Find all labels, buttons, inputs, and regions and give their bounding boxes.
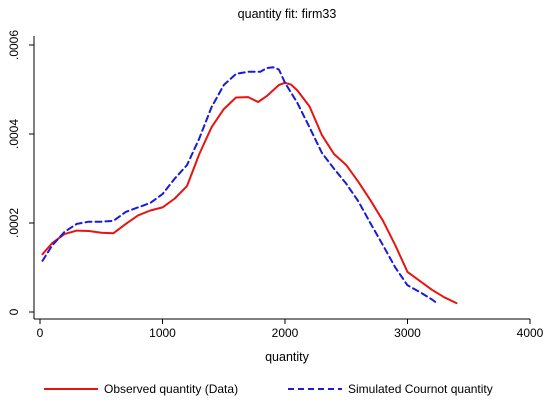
- x-tick-label: 1000: [149, 326, 176, 340]
- legend-label-2: Simulated Cournot quantity: [348, 382, 493, 396]
- x-tick-label: 0: [37, 326, 44, 340]
- y-tick-label: 0: [7, 308, 21, 315]
- y-tick-label: .0004: [7, 119, 21, 149]
- y-axis-ticks: 0 .0002 .0004 .0006: [7, 30, 34, 315]
- y-tick-label: .0002: [7, 208, 21, 238]
- legend: Observed quantity (Data) Simulated Courno…: [44, 382, 493, 396]
- x-tick-label: 2000: [272, 326, 299, 340]
- series-line-2: [41, 66, 440, 305]
- legend-label-1: Observed quantity (Data): [104, 382, 238, 396]
- chart-title: quantity fit: firm33: [238, 7, 337, 21]
- y-tick-label: .0006: [7, 30, 21, 60]
- x-axis-ticks: 0 1000 2000 3000 4000: [37, 319, 544, 340]
- x-tick-label: 3000: [394, 326, 421, 340]
- x-axis-title: quantity: [265, 350, 310, 364]
- x-tick-label: 4000: [517, 326, 544, 340]
- series-line-1: [41, 81, 458, 305]
- series-lines: [41, 66, 458, 305]
